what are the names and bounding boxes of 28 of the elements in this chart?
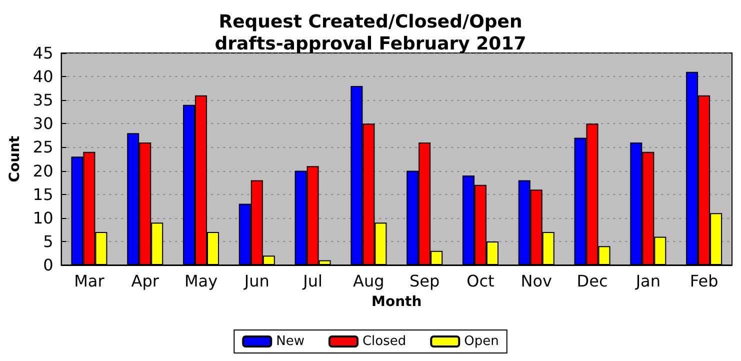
y-tick-label: 35	[32, 90, 54, 110]
legend-label: New	[276, 334, 305, 349]
legend-label: Open	[464, 334, 499, 349]
x-tick-label: Sep	[410, 272, 440, 290]
x-tick-label: Jul	[302, 272, 322, 290]
x-tick-label: Jan	[634, 272, 660, 290]
y-tick-label: 5	[43, 232, 54, 251]
y-tick-label: 25	[32, 138, 54, 157]
x-tick-label: Jun	[243, 272, 270, 290]
x-tick-label: May	[184, 272, 218, 290]
y-tick-label: 40	[32, 67, 54, 86]
x-tick-label: Feb	[690, 272, 718, 290]
y-axis-title: Count	[7, 135, 23, 182]
x-tick-label: Oct	[466, 272, 494, 290]
legend-label: Closed	[362, 334, 406, 349]
y-tick-label: 10	[32, 208, 54, 228]
y-tick-label: 0	[43, 256, 54, 274]
x-tick-label: Nov	[520, 272, 552, 290]
x-axis-title: Month	[372, 294, 422, 310]
chart-title: Request Created/Closed/Open drafts-approval February 2017	[214, 12, 526, 54]
y-tick-label: 30	[32, 114, 54, 134]
y-tick-label: 15	[32, 184, 54, 204]
y-tick-label: 45	[32, 44, 54, 62]
x-tick-label: Apr	[131, 272, 160, 290]
x-tick-label: Aug	[353, 272, 384, 290]
y-tick-label: 20	[32, 161, 54, 180]
x-tick-label: Mar	[74, 272, 105, 290]
x-tick-label: Dec	[576, 272, 608, 290]
